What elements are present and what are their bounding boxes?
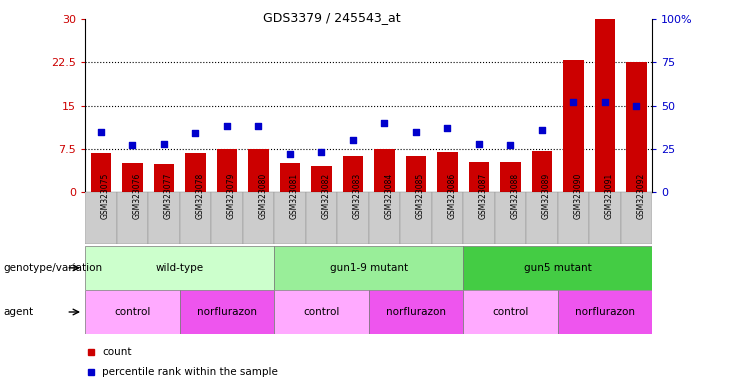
Bar bbox=[594, 19, 615, 192]
Bar bbox=[85, 290, 179, 334]
Point bbox=[505, 142, 516, 149]
Point bbox=[568, 99, 579, 105]
Text: wild-type: wild-type bbox=[156, 263, 204, 273]
Text: count: count bbox=[102, 347, 132, 357]
Point bbox=[95, 128, 107, 135]
Bar bbox=[531, 151, 552, 192]
Bar bbox=[117, 192, 148, 244]
Bar bbox=[557, 192, 589, 244]
Text: norflurazon: norflurazon bbox=[575, 307, 635, 317]
Bar bbox=[463, 192, 495, 244]
Text: GSM323081: GSM323081 bbox=[290, 173, 299, 219]
Text: GSM323088: GSM323088 bbox=[511, 173, 519, 219]
Bar bbox=[279, 163, 300, 192]
Bar bbox=[468, 162, 489, 192]
Text: GSM323085: GSM323085 bbox=[416, 173, 425, 219]
Text: GSM323077: GSM323077 bbox=[164, 173, 173, 219]
Bar bbox=[90, 153, 111, 192]
Bar bbox=[216, 149, 237, 192]
Text: GDS3379 / 245543_at: GDS3379 / 245543_at bbox=[263, 12, 400, 25]
Text: GSM323084: GSM323084 bbox=[385, 173, 393, 219]
Bar bbox=[274, 246, 463, 290]
Point bbox=[284, 151, 296, 157]
Text: percentile rank within the sample: percentile rank within the sample bbox=[102, 367, 278, 377]
Text: GSM323090: GSM323090 bbox=[574, 173, 582, 219]
Bar bbox=[621, 192, 652, 244]
Point bbox=[316, 149, 328, 156]
Bar bbox=[400, 192, 431, 244]
Bar bbox=[148, 192, 179, 244]
Text: genotype/variation: genotype/variation bbox=[4, 263, 103, 273]
Point bbox=[379, 120, 391, 126]
Bar bbox=[85, 192, 117, 244]
Bar bbox=[306, 192, 337, 244]
Text: GSM323078: GSM323078 bbox=[196, 173, 205, 219]
Point bbox=[410, 128, 422, 135]
Bar bbox=[311, 166, 332, 192]
Text: GSM323089: GSM323089 bbox=[542, 173, 551, 219]
Bar bbox=[626, 63, 647, 192]
Point bbox=[536, 127, 548, 133]
Point bbox=[473, 141, 485, 147]
Text: gun1-9 mutant: gun1-9 mutant bbox=[330, 263, 408, 273]
Bar bbox=[463, 290, 557, 334]
Point bbox=[599, 99, 611, 105]
Text: GSM323079: GSM323079 bbox=[227, 173, 236, 219]
Bar bbox=[526, 192, 557, 244]
Bar bbox=[122, 163, 143, 192]
Text: agent: agent bbox=[4, 307, 34, 317]
Bar bbox=[274, 192, 306, 244]
Bar bbox=[463, 246, 652, 290]
Text: GSM323092: GSM323092 bbox=[637, 173, 645, 219]
Text: GSM323080: GSM323080 bbox=[259, 173, 268, 219]
Text: norflurazon: norflurazon bbox=[386, 307, 446, 317]
Point bbox=[190, 130, 202, 136]
Bar bbox=[374, 149, 395, 192]
Point bbox=[221, 123, 233, 129]
Point bbox=[442, 125, 453, 131]
Bar bbox=[179, 192, 211, 244]
Bar bbox=[431, 192, 463, 244]
Text: GSM323083: GSM323083 bbox=[353, 173, 362, 219]
Bar bbox=[185, 153, 206, 192]
Text: GSM323086: GSM323086 bbox=[448, 173, 456, 219]
Point bbox=[253, 123, 265, 129]
Bar bbox=[85, 246, 274, 290]
Point bbox=[127, 142, 139, 149]
Text: control: control bbox=[303, 307, 339, 317]
Text: GSM323087: GSM323087 bbox=[479, 173, 488, 219]
Bar bbox=[248, 149, 269, 192]
Bar bbox=[211, 192, 243, 244]
Text: GSM323076: GSM323076 bbox=[133, 173, 142, 219]
Bar bbox=[500, 162, 521, 192]
Point bbox=[158, 141, 170, 147]
Bar bbox=[563, 60, 584, 192]
Bar bbox=[369, 290, 463, 334]
Bar bbox=[557, 290, 652, 334]
Bar bbox=[342, 156, 363, 192]
Text: control: control bbox=[492, 307, 528, 317]
Bar bbox=[589, 192, 620, 244]
Text: GSM323075: GSM323075 bbox=[101, 173, 110, 219]
Text: control: control bbox=[114, 307, 150, 317]
Bar bbox=[437, 152, 458, 192]
Text: gun5 mutant: gun5 mutant bbox=[524, 263, 591, 273]
Point bbox=[347, 137, 359, 143]
Text: GSM323082: GSM323082 bbox=[322, 173, 330, 219]
Point bbox=[631, 103, 642, 109]
Bar bbox=[405, 156, 426, 192]
Text: GSM323091: GSM323091 bbox=[605, 173, 614, 219]
Bar bbox=[368, 192, 400, 244]
Bar bbox=[179, 290, 274, 334]
Bar bbox=[337, 192, 368, 244]
Text: norflurazon: norflurazon bbox=[197, 307, 257, 317]
Bar bbox=[495, 192, 526, 244]
Bar bbox=[243, 192, 274, 244]
Bar bbox=[274, 290, 368, 334]
Bar bbox=[153, 164, 174, 192]
